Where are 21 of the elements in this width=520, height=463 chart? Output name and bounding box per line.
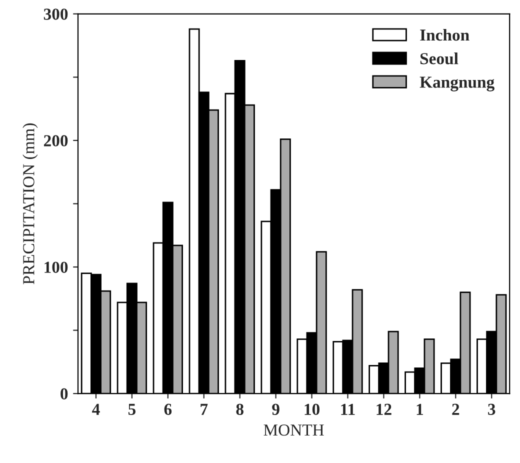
x-tick-label: 6 xyxy=(164,404,172,415)
x-tick-label: 1 xyxy=(416,404,423,415)
y-tick-label: 0 xyxy=(60,388,68,400)
x-tick-label: 9 xyxy=(272,404,280,415)
x-tick-label: 10 xyxy=(304,404,320,415)
legend-label: Seoul xyxy=(420,52,458,64)
x-axis-title: MONTH xyxy=(264,424,324,436)
x-tick-label: 11 xyxy=(341,404,355,415)
y-tick-label: 300 xyxy=(44,8,68,20)
x-tick-label: 12 xyxy=(376,404,392,415)
x-tick-label: 8 xyxy=(236,404,244,415)
x-tick-label: 4 xyxy=(92,404,100,415)
legend-label: Kangnung xyxy=(420,76,494,92)
x-tick-label: 7 xyxy=(200,404,208,415)
legend-label: Inchon xyxy=(420,28,470,41)
x-tick-label: 5 xyxy=(128,404,136,415)
x-tick-label: 3 xyxy=(488,404,496,415)
y-axis-title: PRECIPITATION (mm) xyxy=(22,123,38,284)
x-tick-label: 2 xyxy=(452,404,460,415)
y-tick-label: 100 xyxy=(44,262,68,273)
y-tick-label: 200 xyxy=(44,135,68,146)
